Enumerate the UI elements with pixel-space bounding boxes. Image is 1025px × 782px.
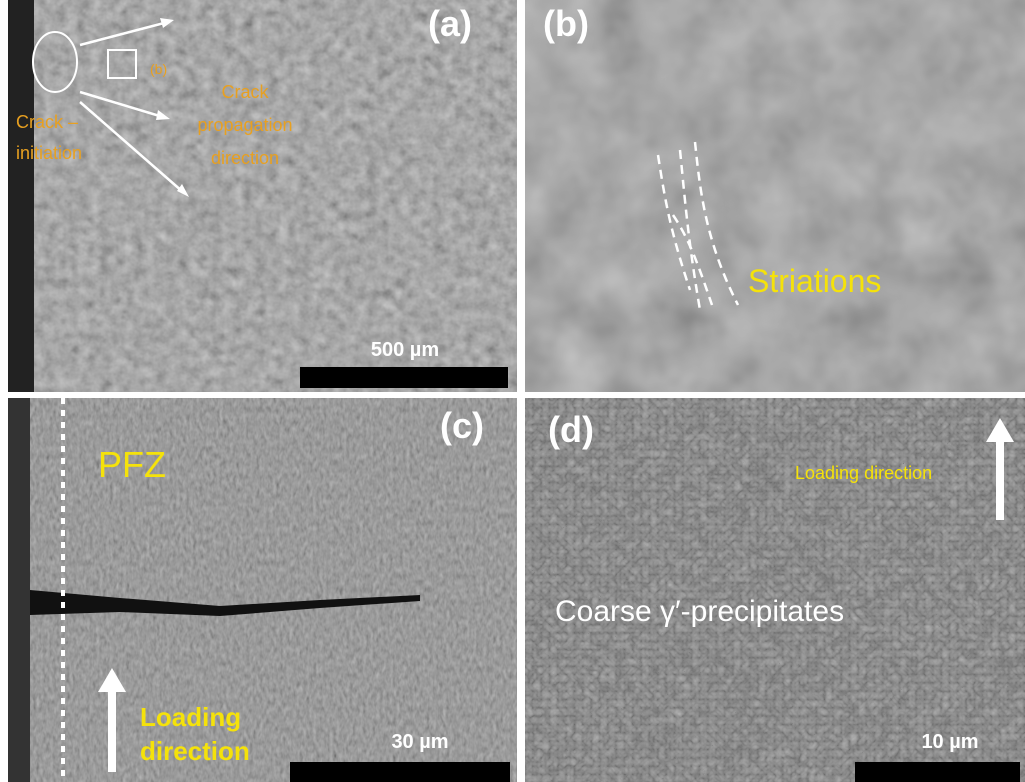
annotation: initiation (16, 143, 82, 163)
scale-bar (290, 762, 510, 782)
panel-b: (b) Striations (525, 0, 1025, 392)
edge (8, 398, 30, 782)
annotation: Striations (748, 263, 881, 299)
panel-c: (c) PFZ Loading direction 30 µm (8, 398, 517, 782)
annotation: Loading (140, 702, 241, 732)
panel-label: (b) (543, 3, 589, 44)
annotation: Coarse γ′-precipitates (555, 595, 844, 628)
annotation: direction (211, 148, 279, 168)
scale-bar (855, 762, 1020, 782)
figure: (a) Crack – initiation Crack propagation… (0, 0, 1025, 782)
annotation: direction (140, 736, 250, 766)
panel-d: (d) Loading direction Coarse γ′-precipit… (525, 398, 1025, 782)
annotation: propagation (197, 115, 292, 135)
panel-label: (c) (440, 405, 484, 446)
scale-bar (300, 367, 508, 388)
texture (8, 0, 517, 392)
annotation: Crack – (16, 112, 78, 132)
panel-label: (d) (548, 409, 594, 450)
scale-label: 10 µm (921, 731, 978, 753)
annotation: PFZ (98, 444, 166, 485)
texture (525, 398, 1025, 782)
texture (8, 398, 517, 782)
panel-label: (a) (428, 3, 472, 44)
edge (8, 0, 34, 392)
panel-a: (a) Crack – initiation Crack propagation… (8, 0, 517, 392)
annotation: (b) (150, 61, 167, 77)
scale-label: 500 µm (371, 339, 439, 361)
scale-label: 30 µm (391, 731, 448, 753)
annotation: Loading direction (795, 463, 932, 483)
texture (525, 0, 1025, 392)
page: (a) Crack – initiation Crack propagation… (0, 0, 1025, 782)
annotation: Crack (221, 82, 269, 102)
